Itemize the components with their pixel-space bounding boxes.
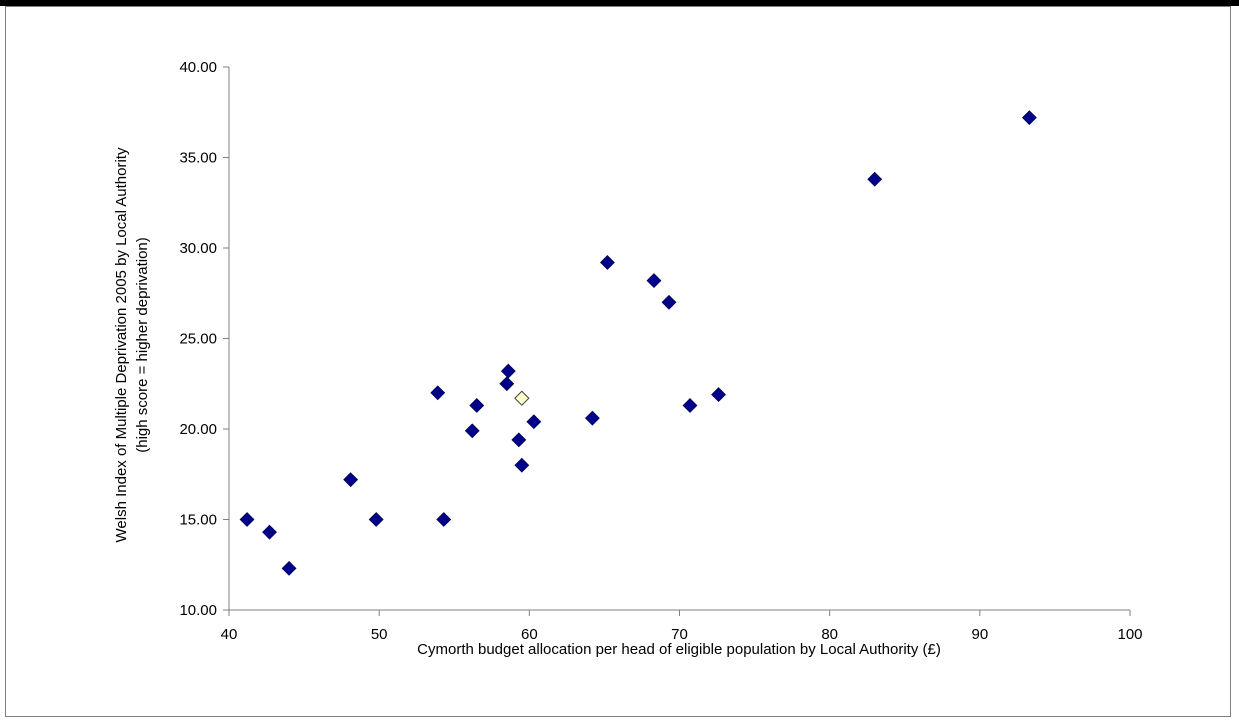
y-tick-label: 15.00 [179, 512, 217, 529]
data-point [514, 457, 530, 473]
data-point [430, 385, 446, 401]
data-points [239, 110, 1037, 576]
x-tick-label: 50 [371, 626, 388, 643]
top-border [0, 0, 1239, 6]
y-tick-label: 20.00 [179, 421, 217, 438]
data-point [281, 560, 297, 576]
axes [223, 66, 1131, 616]
highlight-point [514, 390, 530, 406]
data-point [682, 398, 698, 413]
data-point [526, 414, 542, 430]
y-tick-label: 10.00 [179, 602, 217, 619]
x-tick-label: 70 [671, 626, 688, 643]
data-point [646, 273, 662, 289]
data-point [436, 512, 452, 527]
x-tick-label: 80 [821, 626, 838, 643]
data-point [343, 472, 359, 488]
x-tick-label: 100 [1117, 626, 1142, 643]
data-point [711, 387, 726, 403]
x-tick-label: 60 [521, 626, 538, 643]
data-point [499, 376, 515, 392]
y-tick-label: 25.00 [179, 331, 217, 348]
tick-labels: 40 50 60 70 80 90 100 10.00 15.00 20.00 25.00 30.00… [179, 59, 1142, 643]
x-tick-label: 90 [971, 626, 988, 643]
data-point [469, 398, 485, 413]
data-point [368, 512, 384, 527]
data-point [584, 410, 600, 426]
data-point [1021, 110, 1037, 126]
data-point [511, 432, 527, 448]
y-axis-title-group: Welsh Index of Multiple Deprivation 2005… [113, 147, 151, 542]
y-axis-title-line1: Welsh Index of Multiple Deprivation 2005… [113, 147, 130, 542]
data-point [262, 524, 277, 540]
y-tick-label: 35.00 [179, 150, 217, 167]
y-tick-label: 30.00 [179, 240, 217, 257]
data-point [464, 423, 480, 439]
y-axis-title-line2: (high score = higher deprivation) [134, 237, 151, 453]
data-point [867, 171, 883, 187]
y-tick-label: 40.00 [179, 59, 217, 76]
data-point [500, 363, 516, 379]
data-point [661, 294, 677, 310]
x-tick-label: 40 [221, 626, 238, 643]
data-point [239, 512, 255, 527]
chart-frame [5, 6, 1231, 717]
x-axis-title: Cymorth budget allocation per head of el… [417, 641, 941, 658]
data-point [599, 255, 615, 270]
